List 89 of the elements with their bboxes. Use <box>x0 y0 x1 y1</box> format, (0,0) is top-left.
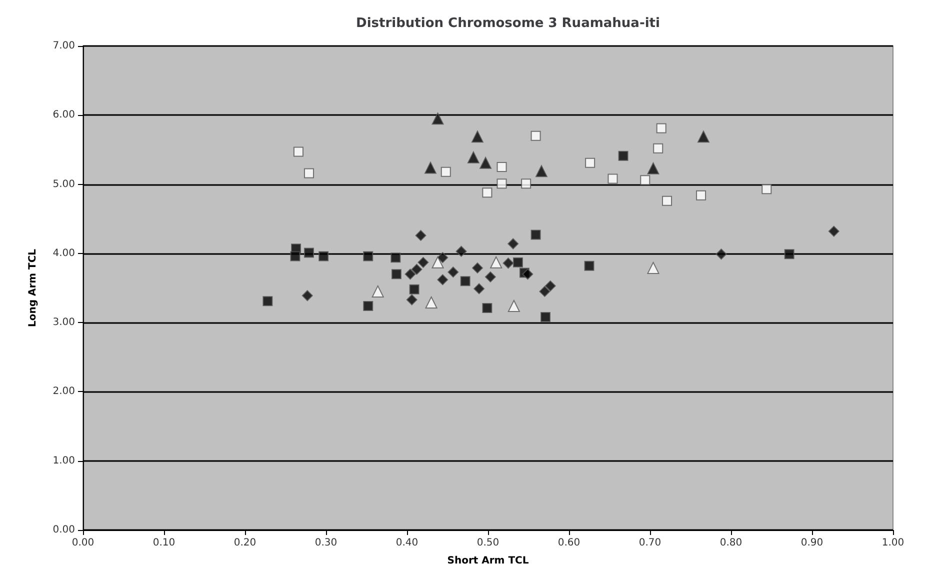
point <box>539 286 550 297</box>
point <box>656 123 666 134</box>
point <box>647 162 660 174</box>
point <box>662 196 672 206</box>
point <box>437 274 448 286</box>
y-tick-label: 4.00 <box>52 248 75 259</box>
y-tick-label: 6.00 <box>52 110 75 121</box>
point <box>647 262 660 274</box>
point <box>456 246 467 257</box>
point <box>828 226 840 237</box>
point <box>372 285 384 298</box>
point <box>784 249 794 260</box>
point <box>762 184 772 194</box>
y-tick-label: 3.00 <box>52 317 75 328</box>
chart-title: Distribution Chromosome 3 Ruamahua-iti <box>356 16 660 31</box>
point <box>496 178 507 189</box>
point <box>440 166 451 177</box>
point <box>521 178 532 189</box>
point <box>432 112 444 125</box>
point <box>653 143 664 154</box>
point <box>484 271 496 282</box>
point <box>584 260 594 271</box>
point <box>411 264 422 275</box>
point <box>496 162 507 172</box>
point <box>363 251 374 262</box>
point <box>502 258 514 269</box>
point <box>404 268 416 280</box>
point <box>716 248 727 260</box>
point <box>460 276 470 286</box>
point <box>304 248 314 258</box>
point <box>508 238 519 250</box>
point <box>302 290 313 302</box>
point <box>432 256 444 268</box>
y-tick-label: 2.00 <box>52 386 75 398</box>
x-tick-label: 0.10 <box>152 538 176 548</box>
x-tick-label: 0.20 <box>234 538 256 548</box>
x-tick-label: 1.00 <box>882 538 904 548</box>
point <box>437 252 448 264</box>
x-axis-title: Short Arm TCL <box>447 556 530 566</box>
point <box>482 303 492 314</box>
x-tick-label: 0.80 <box>720 538 742 548</box>
x-tick-label: 0.40 <box>396 538 418 548</box>
x-tick-label: 0.30 <box>314 538 338 548</box>
point <box>585 158 596 168</box>
point <box>640 175 650 186</box>
point <box>363 300 374 311</box>
point <box>304 168 314 178</box>
x-tick-label: 0.60 <box>558 538 580 548</box>
point <box>480 156 492 169</box>
point <box>424 162 436 174</box>
point <box>618 150 628 161</box>
point <box>467 151 480 164</box>
point <box>391 269 402 280</box>
x-tick-label: 0.50 <box>476 538 500 548</box>
point <box>262 296 273 306</box>
point <box>530 130 541 141</box>
point <box>448 266 459 278</box>
point <box>390 252 401 263</box>
point <box>474 283 485 294</box>
point <box>696 190 706 200</box>
point <box>415 230 426 241</box>
point <box>418 256 429 268</box>
point <box>540 312 551 322</box>
y-tick-label: 5.00 <box>52 178 75 190</box>
point <box>318 251 329 262</box>
point <box>482 188 492 198</box>
point <box>697 130 710 143</box>
point <box>530 230 541 240</box>
point <box>290 251 300 262</box>
point <box>608 174 618 184</box>
point <box>472 262 483 274</box>
y-tick-label: 0.00 <box>52 524 75 536</box>
point <box>293 146 304 157</box>
point <box>409 284 420 294</box>
x-tick-label: 0.00 <box>72 538 94 548</box>
x-tick-label: 0.90 <box>800 538 824 548</box>
y-tick-label: 1.00 <box>52 455 75 466</box>
point <box>471 130 484 143</box>
point <box>544 280 556 292</box>
point <box>508 300 520 312</box>
point <box>406 294 418 306</box>
point <box>425 296 438 309</box>
y-axis-title: Long Arm TCL <box>28 248 38 328</box>
y-tick-label: 7.00 <box>52 40 75 52</box>
point <box>512 257 523 268</box>
point <box>490 256 502 268</box>
point <box>522 268 534 280</box>
x-tick-label: 0.70 <box>638 538 662 548</box>
point <box>535 165 548 178</box>
